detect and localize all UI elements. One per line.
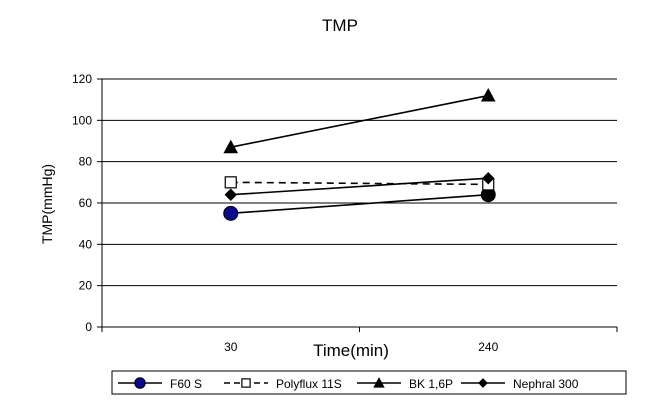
data-point <box>223 205 239 221</box>
y-tick-label: 100 <box>72 113 92 127</box>
legend-label: Nephral 300 <box>513 377 579 391</box>
legend-label: BK 1,6P <box>409 377 453 391</box>
series-lines <box>223 87 496 221</box>
legend-swatch-marker <box>134 377 146 389</box>
series-group <box>224 171 495 201</box>
legend-swatch-marker <box>241 378 251 388</box>
y-tick-label: 40 <box>79 237 93 251</box>
legend: F60 S Polyflux 11S BK 1,6P Nephral 300 <box>111 370 627 395</box>
series-line <box>230 181 489 186</box>
series-line <box>230 94 489 148</box>
series-group <box>223 87 496 154</box>
y-tick-label: 60 <box>79 196 93 210</box>
legend-swatch-marker <box>373 377 385 388</box>
x-tick-label: 240 <box>478 340 498 354</box>
series-line <box>230 177 489 196</box>
data-point <box>223 139 239 154</box>
series-group <box>224 176 495 191</box>
y-tick-label: 120 <box>72 72 92 86</box>
y-tick-label: 80 <box>79 155 93 169</box>
x-axis-title: Time(min) <box>313 341 389 360</box>
gridlines <box>102 78 617 287</box>
y-tick-label: 20 <box>79 279 93 293</box>
data-point <box>224 188 237 201</box>
legend-swatch-marker <box>478 378 488 388</box>
axes: 0 20 40 60 80 100 120 30 240 <box>72 72 618 354</box>
y-tick-label: 0 <box>85 320 92 334</box>
data-point <box>224 176 237 189</box>
x-tick-label: 30 <box>224 340 238 354</box>
y-axis-title: TMP(mmHg) <box>39 164 55 244</box>
legend-label: F60 S <box>170 377 202 391</box>
legend-label: Polyflux 11S <box>276 377 342 391</box>
chart-title: TMP <box>322 16 358 35</box>
data-point <box>480 87 496 102</box>
series-line <box>230 193 489 215</box>
data-point <box>482 171 495 185</box>
